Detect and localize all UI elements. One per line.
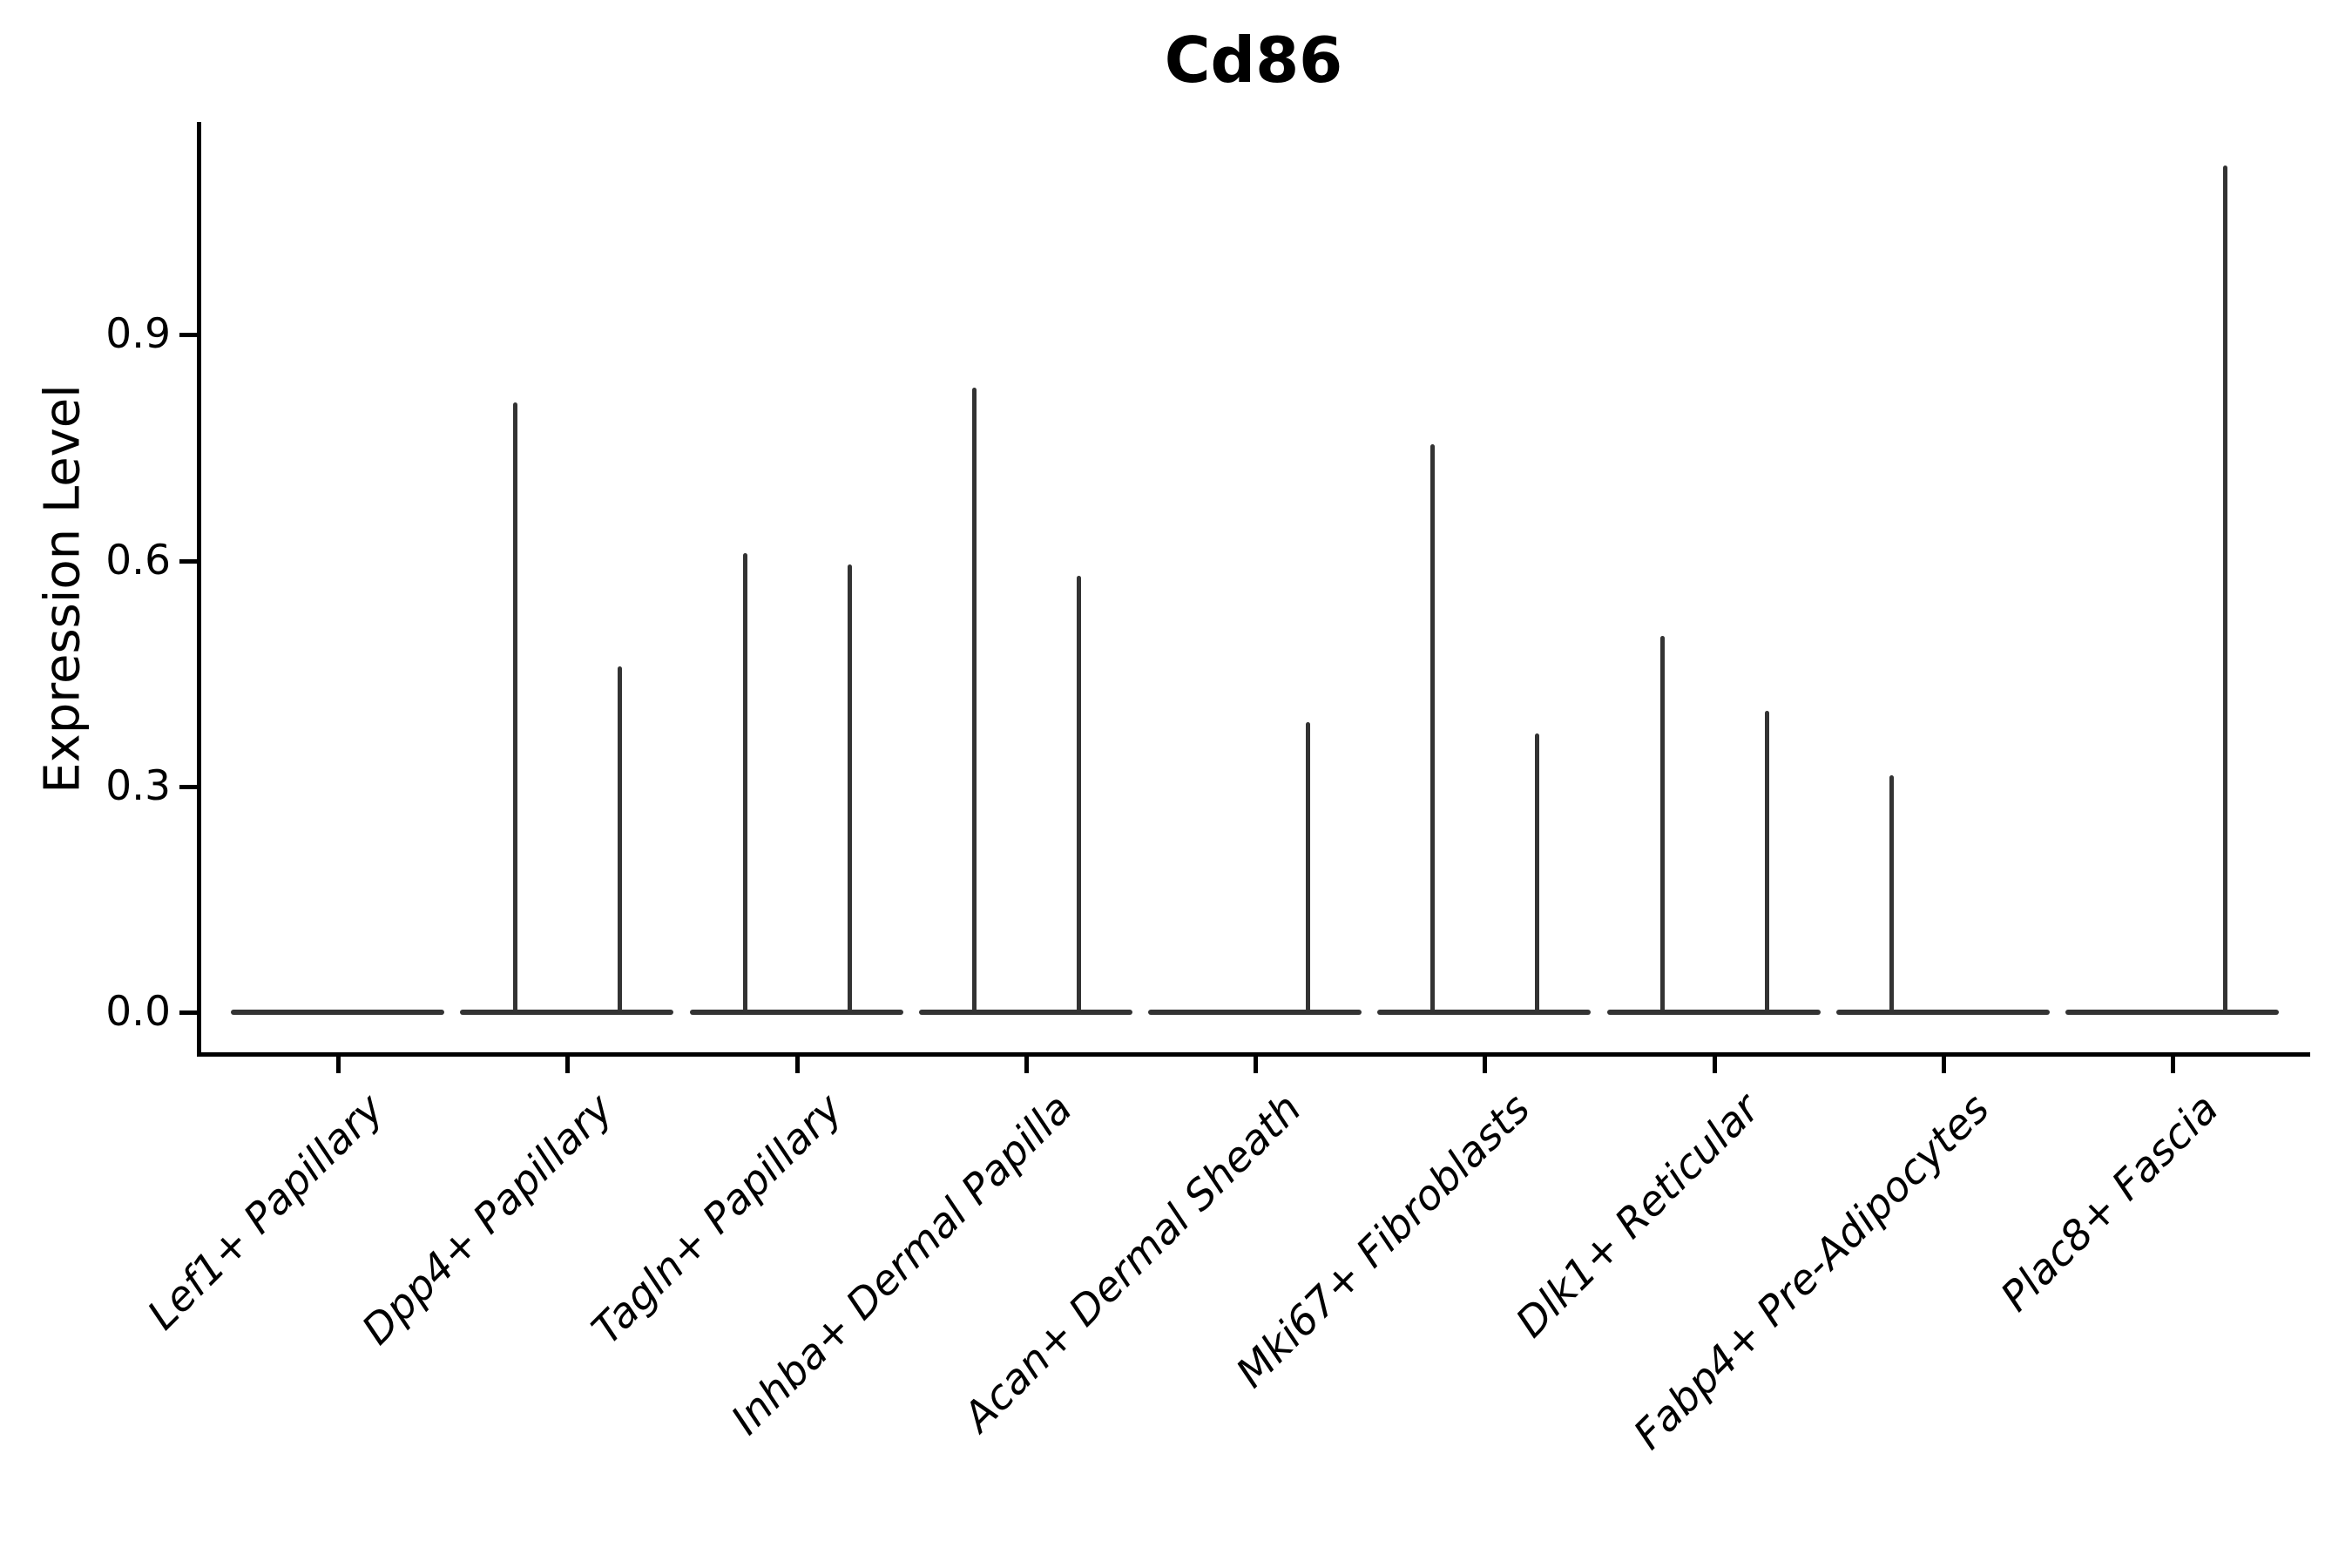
- y-tick-mark: [179, 1010, 197, 1015]
- violin-spike-left: [513, 402, 517, 1012]
- violin-spike-right: [2223, 166, 2227, 1012]
- violin-base: [919, 1010, 1132, 1015]
- violin-spike-right: [1306, 722, 1310, 1012]
- y-tick-label: 0.3: [105, 761, 171, 810]
- x-tick-mark: [1483, 1057, 1487, 1073]
- y-tick-label: 0.0: [105, 988, 171, 1036]
- x-tick-mark: [1254, 1057, 1258, 1073]
- violin-spike-left: [1660, 636, 1665, 1012]
- violin-spike-right: [618, 666, 622, 1012]
- y-tick-mark: [179, 333, 197, 338]
- x-tick-mark: [336, 1057, 341, 1073]
- x-axis-spine: [197, 1052, 2310, 1057]
- violin-spike-right: [1535, 733, 1539, 1012]
- plot-title: Cd86: [1164, 24, 1343, 97]
- x-tick-label: Plac8+ Fascia: [1991, 1085, 2228, 1321]
- y-tick-label: 0.6: [105, 536, 171, 585]
- y-axis-spine: [197, 122, 201, 1057]
- violin-base: [2065, 1010, 2279, 1015]
- violin-spike-left: [743, 552, 747, 1012]
- violin-spike-left: [1430, 443, 1435, 1012]
- y-axis-title: Expression Level: [34, 384, 91, 794]
- x-tick-label: Lef1+ Papillary: [139, 1085, 394, 1340]
- violin-base: [1148, 1010, 1362, 1015]
- y-tick-mark: [179, 784, 197, 789]
- x-tick-label: Tagln+ Papillary: [583, 1085, 853, 1355]
- x-tick-label: Dlk1+ Reticular: [1507, 1085, 1770, 1348]
- violin-spike-right: [1077, 575, 1081, 1012]
- x-tick-mark: [2171, 1057, 2175, 1073]
- x-tick-mark: [1024, 1057, 1029, 1073]
- violin-spike-right: [1765, 711, 1769, 1012]
- x-tick-label: Dpp4+ Papillary: [353, 1085, 623, 1355]
- violin-spike-left: [972, 387, 977, 1012]
- x-tick-mark: [1713, 1057, 1717, 1073]
- violin-base: [1377, 1010, 1591, 1015]
- x-tick-mark: [795, 1057, 800, 1073]
- violin-base: [231, 1010, 444, 1015]
- y-tick-mark: [179, 558, 197, 564]
- x-tick-mark: [565, 1057, 570, 1073]
- violin-base: [690, 1010, 903, 1015]
- violin-base: [460, 1010, 673, 1015]
- x-tick-mark: [1942, 1057, 1946, 1073]
- violin-spike-left: [1889, 774, 1894, 1012]
- y-tick-label: 0.9: [105, 310, 171, 359]
- violin-spike-right: [848, 564, 852, 1012]
- violin-base: [1836, 1010, 2050, 1015]
- violin-base: [1607, 1010, 1821, 1015]
